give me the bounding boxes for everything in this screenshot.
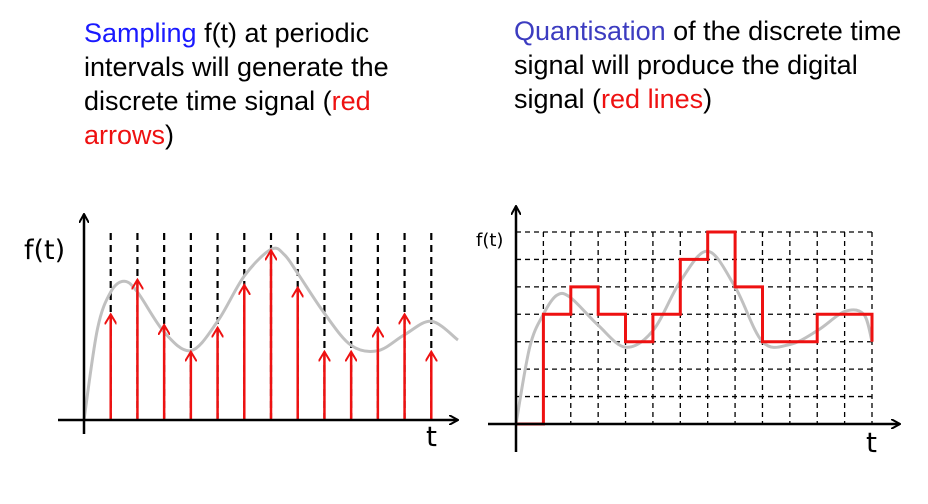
quantisation-steps <box>516 230 874 426</box>
red-lines-word: red lines <box>601 84 704 114</box>
sampling-word: Sampling <box>84 18 197 48</box>
sampling-chart: f(t) t <box>24 0 470 453</box>
sampling-arrows <box>111 250 432 420</box>
quantisation-caption-close: ) <box>703 84 713 114</box>
sampling-caption-text: f(t) at periodic intervals will generate… <box>84 18 389 116</box>
quantisation-chart: f(t) t <box>476 0 928 459</box>
quantisation-word: Quantisation <box>514 16 666 46</box>
sampling-caption-close: ) <box>165 120 175 150</box>
red-arrows-word: red arrows <box>84 86 371 150</box>
quantisation-x-label: t <box>866 426 877 459</box>
sampling-y-label: f(t) <box>24 235 65 266</box>
quantisation-caption-text: of the discrete time signal will produce… <box>514 16 902 114</box>
quantisation-caption: Quantisation of the discrete time signal… <box>514 14 914 116</box>
sampling-x-label: t <box>426 420 437 453</box>
quantised-step-line <box>516 230 874 426</box>
sampling-guide-lines <box>109 233 433 418</box>
quantisation-y-label: f(t) <box>476 230 503 251</box>
sampling-caption: Sampling f(t) at periodic intervals will… <box>84 16 444 152</box>
